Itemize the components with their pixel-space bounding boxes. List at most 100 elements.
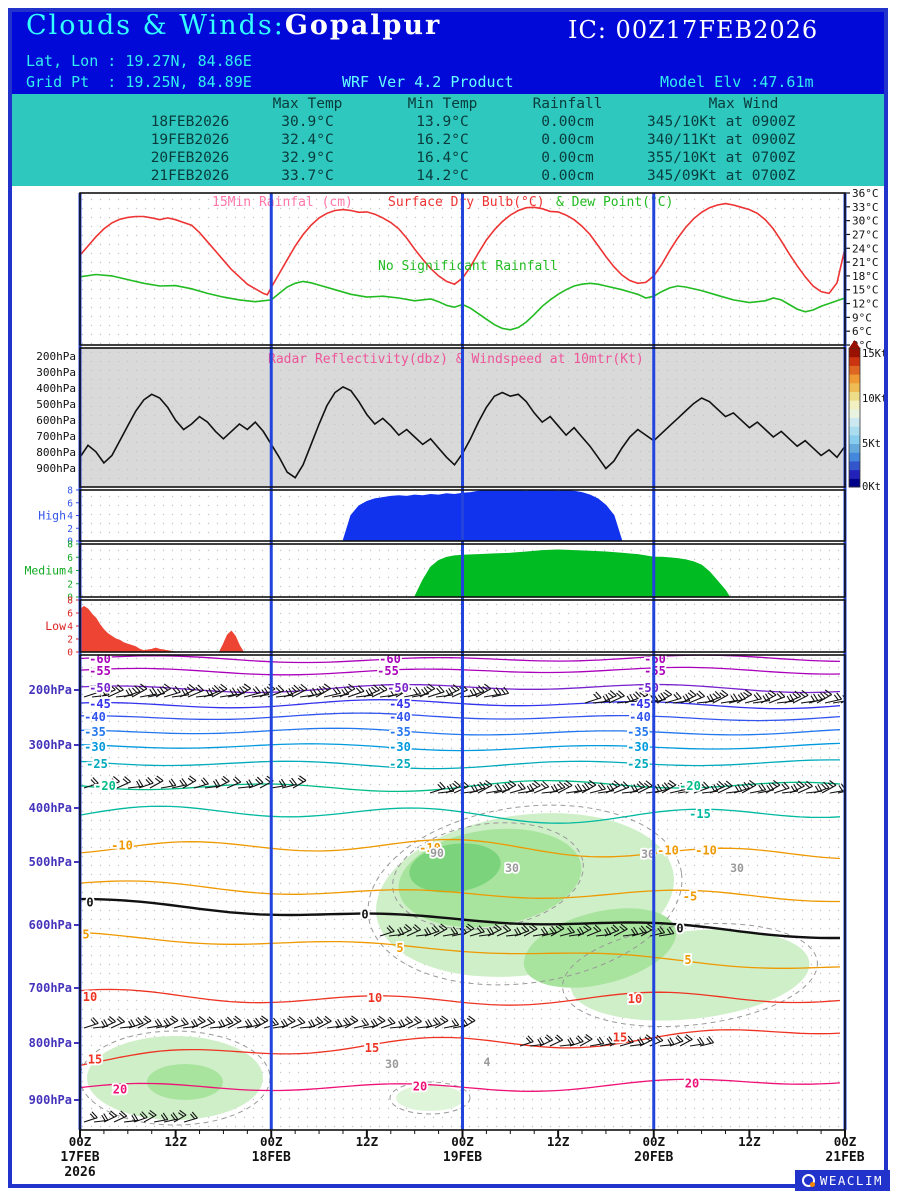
min-temp-value: 16.4°C	[416, 150, 469, 166]
rainfall-value: 0.00cm	[541, 114, 594, 130]
min-temp-value: 14.2°C	[416, 168, 469, 184]
svg-text:-60: -60	[379, 652, 401, 666]
svg-text:5: 5	[396, 941, 403, 955]
forecast-date: 18FEB2026	[150, 114, 230, 130]
svg-text:30: 30	[385, 1057, 399, 1071]
svg-text:2: 2	[67, 579, 73, 590]
svg-text:600hPa: 600hPa	[36, 414, 76, 427]
svg-text:27°C: 27°C	[852, 228, 879, 241]
svg-text:Medium: Medium	[24, 564, 66, 578]
svg-text:-10: -10	[111, 838, 133, 852]
svg-text:-50: -50	[89, 681, 111, 695]
max-temp-value: 32.9°C	[281, 150, 334, 166]
forecast-date: 19FEB2026	[150, 132, 230, 148]
svg-text:15: 15	[613, 1030, 627, 1044]
svg-text:-35: -35	[84, 725, 106, 739]
svg-text:17FEB: 17FEB	[60, 1150, 99, 1165]
forecast-col-max-temp: Max Temp 30.9°C 32.4°C 32.9°C 33.7°C	[250, 94, 365, 186]
svg-text:-30: -30	[84, 740, 106, 754]
svg-text:12Z: 12Z	[547, 1134, 570, 1149]
svg-text:10: 10	[368, 991, 382, 1005]
svg-text:15°C: 15°C	[852, 284, 879, 297]
svg-text:0Kt: 0Kt	[862, 481, 881, 493]
weaclim-ring-icon	[801, 1174, 815, 1187]
svg-text:2: 2	[67, 524, 73, 535]
forecast-col-min-temp: Min Temp 13.9°C 16.2°C 16.4°C 14.2°C	[385, 94, 500, 186]
title-row: Clouds & Winds:Gopalpur	[26, 10, 441, 41]
svg-text:-35: -35	[627, 725, 649, 739]
svg-text:-30: -30	[627, 740, 649, 754]
svg-text:21FEB: 21FEB	[825, 1150, 864, 1165]
svg-text:0: 0	[67, 593, 73, 604]
initial-condition-label: IC: 00Z17FEB2026	[568, 16, 819, 44]
page-title: Clouds & Winds:	[26, 10, 285, 41]
svg-text:36°C: 36°C	[852, 187, 879, 200]
svg-text:-45: -45	[89, 697, 111, 711]
svg-text:0: 0	[67, 648, 73, 659]
svg-text:500hPa: 500hPa	[29, 855, 72, 869]
svg-text:No Significant Rainfall: No Significant Rainfall	[378, 259, 558, 274]
svg-text:-10: -10	[695, 844, 717, 858]
svg-text:200hPa: 200hPa	[29, 683, 72, 697]
rainfall-value: 0.00cm	[541, 132, 594, 148]
latlon-text: Lat, Lon : 19.27N, 84.86E	[26, 52, 252, 70]
model-elev-text: Model Elv :47.61m	[660, 73, 814, 91]
svg-text:-10: -10	[419, 841, 441, 855]
svg-text:6°C: 6°C	[852, 325, 872, 338]
min-temp-value: 16.2°C	[416, 132, 469, 148]
svg-text:18°C: 18°C	[852, 270, 879, 283]
rainfall-value: 0.00cm	[541, 150, 594, 166]
svg-text:12°C: 12°C	[852, 298, 879, 311]
svg-text:5: 5	[82, 927, 89, 941]
weaclim-text: WEACLIM	[819, 1173, 883, 1188]
svg-text:-25: -25	[627, 757, 649, 771]
svg-text:21°C: 21°C	[852, 256, 879, 269]
svg-text:-30: -30	[389, 740, 411, 754]
svg-text:6: 6	[67, 498, 73, 509]
svg-text:700hPa: 700hPa	[36, 430, 76, 443]
svg-text:Low: Low	[45, 619, 66, 633]
svg-text:2026: 2026	[64, 1165, 95, 1180]
svg-text:-35: -35	[389, 725, 411, 739]
forecast-col-date: 18FEB2026 19FEB2026 20FEB2026 21FEB2026	[120, 94, 260, 186]
svg-text:9°C: 9°C	[852, 311, 872, 324]
svg-text:200hPa: 200hPa	[36, 350, 76, 363]
svg-text:0: 0	[67, 537, 73, 548]
svg-text:800hPa: 800hPa	[29, 1036, 72, 1050]
max-temp-value: 33.7°C	[281, 168, 334, 184]
svg-text:20: 20	[113, 1083, 127, 1097]
svg-text:00Z: 00Z	[260, 1134, 283, 1149]
svg-text:00Z: 00Z	[642, 1134, 665, 1149]
rainfall-value: 0.00cm	[541, 168, 594, 184]
svg-text:00Z: 00Z	[834, 1134, 857, 1149]
svg-text:300hPa: 300hPa	[36, 366, 76, 379]
column-header-max-temp: Max Temp	[272, 96, 343, 112]
svg-text:-5: -5	[683, 889, 697, 903]
svg-text:Radar Reflectivity(dbz) & Wind: Radar Reflectivity(dbz) & Windspeed at 1…	[268, 352, 644, 367]
weaclim-logo: WEACLIM	[794, 1170, 890, 1191]
svg-text:10: 10	[628, 992, 642, 1006]
svg-text:500hPa: 500hPa	[36, 398, 76, 411]
svg-text:-50: -50	[637, 681, 659, 695]
svg-text:20FEB: 20FEB	[634, 1150, 673, 1165]
svg-text:4: 4	[484, 1055, 491, 1069]
station-name: Gopalpur	[284, 10, 442, 41]
header: Clouds & Winds:Gopalpur IC: 00Z17FEB2026…	[12, 10, 888, 94]
svg-text:-40: -40	[84, 710, 106, 724]
svg-text:30°C: 30°C	[852, 215, 879, 228]
svg-text:0: 0	[676, 922, 683, 936]
svg-text:-20: -20	[679, 779, 701, 793]
forecast-col-max-wind: Max Wind 345/10Kt at 0900Z 340/11Kt at 0…	[645, 94, 880, 186]
svg-text:30: 30	[505, 861, 519, 875]
svg-text:4: 4	[67, 622, 73, 633]
svg-text:-25: -25	[389, 757, 411, 771]
svg-text:5: 5	[684, 953, 691, 967]
svg-text:-40: -40	[629, 710, 651, 724]
column-header-min-temp: Min Temp	[407, 96, 478, 112]
max-wind-value: 345/10Kt at 0900Z	[647, 114, 796, 130]
svg-text:0: 0	[86, 895, 93, 909]
svg-text:33°C: 33°C	[852, 201, 879, 214]
svg-text:-45: -45	[389, 697, 411, 711]
svg-text:-40: -40	[389, 710, 411, 724]
